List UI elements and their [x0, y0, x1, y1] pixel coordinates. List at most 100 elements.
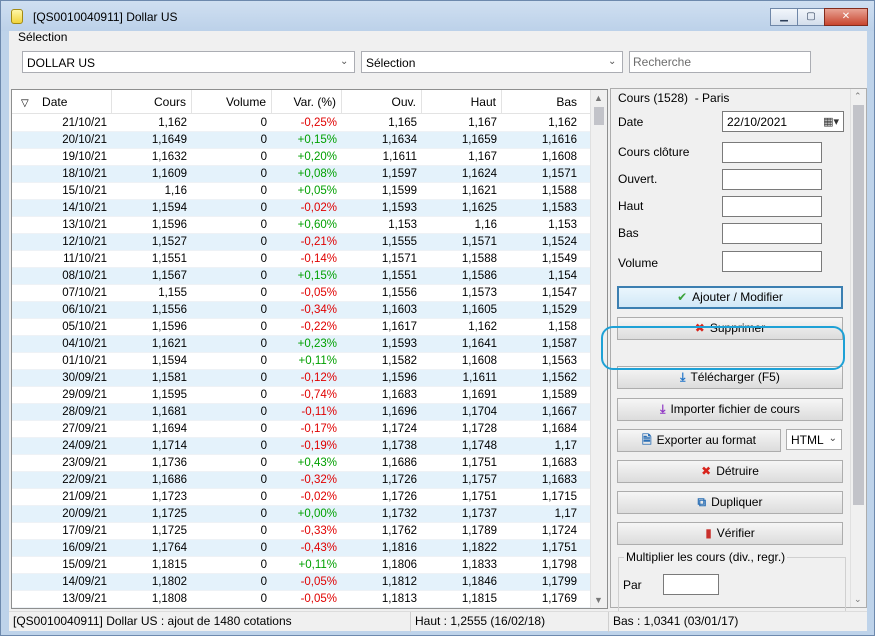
close-button[interactable]: ✕: [824, 8, 868, 26]
par-input[interactable]: [663, 574, 719, 595]
cell-cours: 1,1808: [151, 593, 187, 605]
table-row[interactable]: 27/09/21 1,1694 0 -0,17% 1,1724 1,1728 1,1684: [12, 421, 590, 438]
cell-volume: 0: [260, 202, 267, 214]
cell-bas: 1,1587: [541, 338, 577, 350]
table-row[interactable]: 19/10/21 1,1632 0 +0,20% 1,1611 1,167 1,1608: [12, 149, 590, 166]
cell-bas: 1,1608: [541, 151, 577, 163]
cell-haut: 1,1728: [461, 423, 497, 435]
table-row[interactable]: 12/10/21 1,1527 0 -0,21% 1,1555 1,1571 1,1524: [12, 234, 590, 251]
scroll-up-icon[interactable]: ▲: [594, 93, 603, 103]
table-row[interactable]: 20/09/21 1,1725 0 +0,00% 1,1732 1,1737 1,17: [12, 506, 590, 523]
table-row[interactable]: 23/09/21 1,1736 0 +0,43% 1,1686 1,1751 1,1683: [12, 455, 590, 472]
scroll-down-icon[interactable]: ⌄: [854, 594, 862, 604]
cell-bas: 1,153: [548, 219, 577, 231]
cell-var: -0,21%: [300, 236, 337, 248]
table-row[interactable]: 06/10/21 1,1556 0 -0,34% 1,1603 1,1605 1,1529: [12, 302, 590, 319]
table-row[interactable]: 07/10/21 1,155 0 -0,05% 1,1556 1,1573 1,1547: [12, 285, 590, 302]
volume-input[interactable]: [722, 251, 822, 272]
cell-volume: 0: [260, 236, 267, 248]
scroll-thumb[interactable]: [594, 107, 604, 125]
scroll-thumb[interactable]: [853, 105, 864, 505]
column-header-bas[interactable]: Bas: [556, 95, 577, 109]
scroll-down-icon[interactable]: ▼: [594, 595, 603, 605]
cell-cours: 1,1815: [151, 559, 187, 571]
export-format-combo[interactable]: HTML ⌄: [786, 429, 842, 450]
column-header-haut[interactable]: Haut: [422, 90, 502, 114]
table-row[interactable]: 20/10/21 1,1649 0 +0,15% 1,1634 1,1659 1,1616: [12, 132, 590, 149]
column-header-date[interactable]: ▽ Date: [12, 90, 112, 114]
cell-volume: 0: [260, 185, 267, 197]
verify-button[interactable]: ▮ Vérifier: [617, 522, 843, 545]
cell-volume: 0: [260, 525, 267, 537]
cell-bas: 1,1563: [541, 355, 577, 367]
panel-scrollbar[interactable]: ⌃ ⌄: [850, 89, 866, 607]
cell-ouv: 1,1816: [381, 542, 417, 554]
destroy-button[interactable]: ✖ Détruire: [617, 460, 843, 483]
table-row[interactable]: 11/10/21 1,1551 0 -0,14% 1,1571 1,1588 1,1549: [12, 251, 590, 268]
cell-date: 16/09/21: [62, 542, 107, 554]
column-header-var[interactable]: Var. (%): [272, 90, 342, 114]
table-row[interactable]: 08/10/21 1,1567 0 +0,15% 1,1551 1,1586 1,154: [12, 268, 590, 285]
selection-combo[interactable]: Sélection ⌄: [361, 51, 623, 73]
column-header-volume[interactable]: Volume: [192, 90, 272, 114]
download-button[interactable]: ⤓ Télécharger (F5): [617, 366, 843, 389]
table-row[interactable]: 05/10/21 1,1596 0 -0,22% 1,1617 1,162 1,158: [12, 319, 590, 336]
table-row[interactable]: 21/09/21 1,1723 0 -0,02% 1,1726 1,1751 1,1715: [12, 489, 590, 506]
table-row[interactable]: 17/09/21 1,1725 0 -0,33% 1,1762 1,1789 1,1724: [12, 523, 590, 540]
delete-button[interactable]: ✖ Supprimer: [617, 317, 843, 340]
import-button[interactable]: ⤓ Importer fichier de cours: [617, 398, 843, 421]
cell-bas: 1,1549: [541, 253, 577, 265]
table-row[interactable]: 13/10/21 1,1596 0 +0,60% 1,153 1,16 1,153: [12, 217, 590, 234]
table-row[interactable]: 01/10/21 1,1594 0 +0,11% 1,1582 1,1608 1,1563: [12, 353, 590, 370]
calendar-icon[interactable]: ▦▾: [823, 116, 839, 128]
search-input[interactable]: Recherche: [629, 51, 811, 73]
cell-cours: 1,1594: [151, 355, 187, 367]
table-row[interactable]: 14/09/21 1,1802 0 -0,05% 1,1812 1,1846 1,1799: [12, 574, 590, 591]
cell-var: -0,33%: [300, 525, 337, 537]
cell-var: -0,74%: [300, 389, 337, 401]
table-row[interactable]: 18/10/21 1,1609 0 +0,08% 1,1597 1,1624 1,1571: [12, 166, 590, 183]
table-scrollbar[interactable]: ▲ ▼: [590, 90, 607, 608]
high-input[interactable]: [722, 196, 822, 217]
quotes-table[interactable]: ▽ Date Cours Volume Var. (%) Ouv. Haut B…: [11, 89, 608, 609]
cell-cours: 1,1581: [151, 372, 187, 384]
title-bar[interactable]: [QS0010040911] Dollar US ▁ ▢ ✕: [1, 1, 874, 31]
table-row[interactable]: 15/10/21 1,16 0 +0,05% 1,1599 1,1621 1,1588: [12, 183, 590, 200]
table-row[interactable]: 29/09/21 1,1595 0 -0,74% 1,1683 1,1691 1,1589: [12, 387, 590, 404]
close-price-label: Cours clôture: [618, 145, 690, 159]
cell-ouv: 1,165: [388, 117, 417, 129]
cell-volume: 0: [260, 151, 267, 163]
status-low: Bas : 1,0341 (03/01/17): [613, 614, 739, 628]
table-row[interactable]: 04/10/21 1,1621 0 +0,23% 1,1593 1,1641 1,1587: [12, 336, 590, 353]
duplicate-button[interactable]: ⧉ Dupliquer: [617, 491, 843, 514]
minimize-button[interactable]: ▁: [770, 8, 798, 26]
cell-ouv: 1,1762: [381, 525, 417, 537]
table-row[interactable]: 15/09/21 1,1815 0 +0,11% 1,1806 1,1833 1,1798: [12, 557, 590, 574]
cell-volume: 0: [260, 406, 267, 418]
table-row[interactable]: 16/09/21 1,1764 0 -0,43% 1,1816 1,1822 1,1751: [12, 540, 590, 557]
close-price-input[interactable]: [722, 142, 822, 163]
cross-icon: ✖: [701, 464, 712, 478]
asset-combo[interactable]: DOLLAR US ⌄: [22, 51, 355, 73]
maximize-button[interactable]: ▢: [797, 8, 825, 26]
table-row[interactable]: 13/09/21 1,1808 0 -0,05% 1,1813 1,1815 1,1769: [12, 591, 590, 608]
add-modify-button[interactable]: ✔ Ajouter / Modifier: [617, 286, 843, 309]
low-input[interactable]: [722, 223, 822, 244]
table-row[interactable]: 14/10/21 1,1594 0 -0,02% 1,1593 1,1625 1,1583: [12, 200, 590, 217]
scroll-up-icon[interactable]: ⌃: [854, 91, 862, 101]
column-header-cours[interactable]: Cours: [112, 90, 192, 114]
open-input[interactable]: [722, 169, 822, 190]
cell-date: 08/10/21: [62, 270, 107, 282]
date-picker[interactable]: 22/10/2021 ▦▾: [722, 111, 844, 132]
table-row[interactable]: 28/09/21 1,1681 0 -0,11% 1,1696 1,1704 1,1667: [12, 404, 590, 421]
table-row[interactable]: 22/09/21 1,1686 0 -0,32% 1,1726 1,1757 1,1683: [12, 472, 590, 489]
table-row[interactable]: 24/09/21 1,1714 0 -0,19% 1,1738 1,1748 1,17: [12, 438, 590, 455]
cell-cours: 1,155: [158, 287, 187, 299]
cell-cours: 1,1802: [151, 576, 187, 588]
cell-date: 17/09/21: [62, 525, 107, 537]
table-row[interactable]: 21/10/21 1,162 0 -0,25% 1,165 1,167 1,162: [12, 115, 590, 132]
export-button[interactable]: 🗎 Exporter au format: [617, 429, 781, 452]
table-row[interactable]: 30/09/21 1,1581 0 -0,12% 1,1596 1,1611 1,1562: [12, 370, 590, 387]
cell-cours: 1,16: [164, 185, 187, 197]
column-header-ouv[interactable]: Ouv.: [342, 90, 422, 114]
